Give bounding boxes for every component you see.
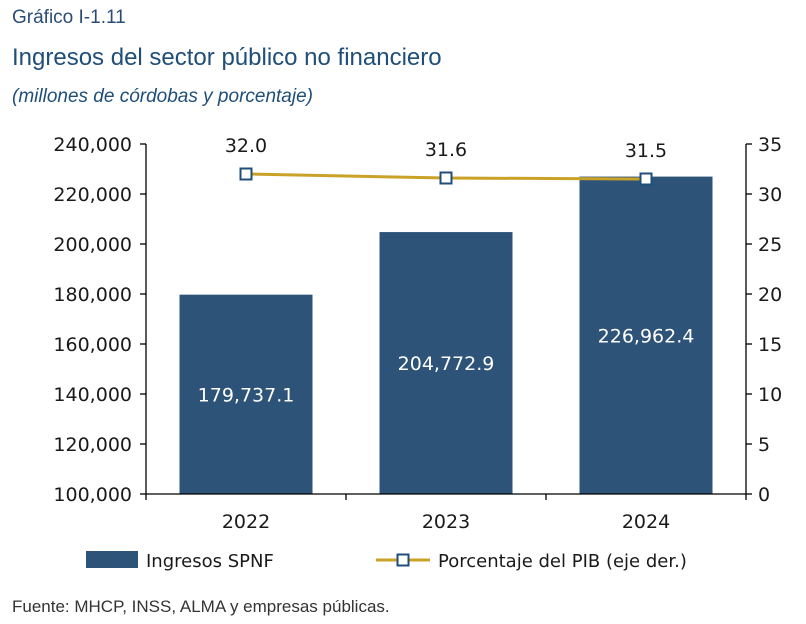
y-right-tick-label: 5 — [758, 434, 770, 456]
chart-title: Ingresos del sector público no financier… — [12, 44, 442, 71]
bar-data-label: 226,962.4 — [598, 325, 695, 347]
line-marker-2024 — [639, 172, 653, 186]
y-right-tick-label: 30 — [758, 184, 782, 206]
bar-2023 — [379, 232, 513, 494]
legend-bar-swatch — [86, 551, 138, 568]
y-left-tick-label: 220,000 — [53, 184, 132, 206]
y-left-tick-label: 200,000 — [53, 234, 132, 256]
y-left-tick-label: 100,000 — [53, 484, 132, 506]
line-data-label: 31.6 — [425, 139, 467, 161]
source-note: Fuente: MHCP, INSS, ALMA y empresas públ… — [12, 597, 390, 616]
line-data-label: 32.0 — [225, 135, 267, 157]
y-left-tick-label: 140,000 — [53, 384, 132, 406]
bar-2022 — [179, 294, 313, 494]
y-left-tick-label: 120,000 — [53, 434, 132, 456]
legend-line-marker — [396, 553, 410, 567]
y-right-tick-label: 20 — [758, 284, 782, 306]
y-right-tick-label: 0 — [758, 484, 770, 506]
figure-label: Gráfico I-1.11 — [12, 7, 126, 28]
y-right-tick-label: 25 — [758, 234, 782, 256]
bar-data-label: 204,772.9 — [398, 353, 495, 375]
y-right-tick-label: 35 — [758, 134, 782, 156]
y-right-tick-label: 15 — [758, 334, 782, 356]
line-data-label: 31.5 — [625, 140, 667, 162]
y-left-tick-label: 180,000 — [53, 284, 132, 306]
line-marker-2022 — [239, 167, 253, 181]
x-tick-label: 2022 — [222, 511, 270, 533]
y-left-tick-label: 160,000 — [53, 334, 132, 356]
line-marker-2023 — [439, 171, 453, 185]
x-tick-label: 2023 — [422, 511, 470, 533]
y-left-tick-label: 240,000 — [53, 134, 132, 156]
legend-bar-label: Ingresos SPNF — [146, 551, 274, 572]
legend-line-label: Porcentaje del PIB (eje der.) — [438, 551, 687, 572]
bar-2024 — [579, 176, 713, 494]
bar-data-label: 179,737.1 — [198, 384, 295, 406]
x-tick-label: 2024 — [622, 511, 670, 533]
y-right-tick-label: 10 — [758, 384, 782, 406]
chart-subtitle: (millones de córdobas y porcentaje) — [12, 86, 313, 107]
